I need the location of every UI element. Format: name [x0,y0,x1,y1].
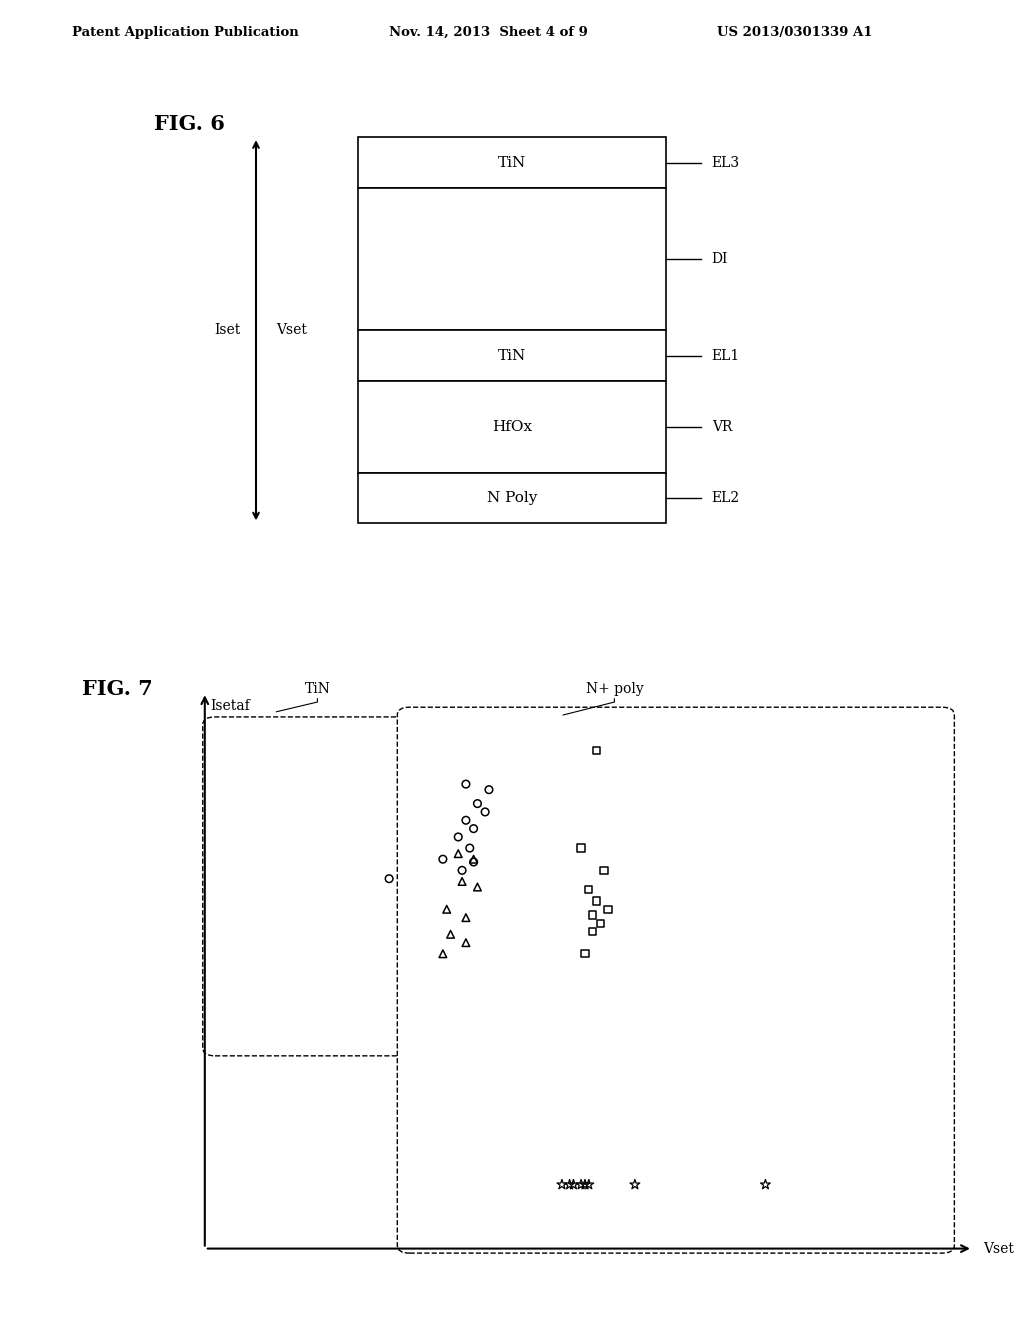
Point [588,891,604,912]
Point [458,774,474,795]
Bar [358,187,666,330]
Point [381,869,397,890]
Point [465,818,482,840]
Point [627,1173,643,1195]
Point [442,924,459,945]
Text: TiN: TiN [498,348,526,363]
Text: Vset: Vset [983,1242,1014,1255]
Point [573,1173,590,1195]
Point [565,1173,582,1195]
Point [600,899,616,920]
Text: N+ poly: N+ poly [586,682,643,696]
Bar [358,381,666,473]
Text: Vset: Vset [276,323,307,338]
Point [581,879,597,900]
Point [585,921,601,942]
Text: FIG. 6: FIG. 6 [154,114,224,133]
Point [454,871,470,892]
Text: DI: DI [712,252,728,267]
Point [465,851,482,873]
Text: EL2: EL2 [712,491,739,506]
Point [454,859,470,880]
Point [458,932,474,953]
Point [577,944,593,965]
Point [465,849,482,870]
Point [458,809,474,830]
Bar [358,473,666,523]
Text: N Poly: N Poly [486,491,538,506]
Point [758,1173,774,1195]
FancyBboxPatch shape [203,717,453,1056]
Point [573,837,590,858]
Point [435,849,452,870]
Point [588,741,604,762]
Point [596,859,612,880]
Point [462,837,478,858]
Text: VR: VR [712,420,732,434]
Text: US 2013/0301339 A1: US 2013/0301339 A1 [717,26,872,40]
Text: Nov. 14, 2013  Sheet 4 of 9: Nov. 14, 2013 Sheet 4 of 9 [389,26,588,40]
Text: Patent Application Publication: Patent Application Publication [72,26,298,40]
Point [585,904,601,925]
Text: EL3: EL3 [712,156,739,170]
Point [451,826,467,847]
Point [481,779,498,800]
Point [592,912,608,933]
Bar [358,137,666,187]
Point [435,944,452,965]
FancyBboxPatch shape [397,708,954,1253]
Text: EL1: EL1 [712,348,740,363]
Text: HfOx: HfOx [492,420,532,434]
Text: Iset: Iset [214,323,241,338]
Point [561,1173,578,1195]
Point [554,1173,570,1195]
Point [458,907,474,928]
Text: TiN: TiN [498,156,526,170]
Point [581,1173,597,1195]
Text: TiN: TiN [304,682,331,696]
Bar [358,330,666,381]
Point [469,876,485,898]
Text: FIG. 7: FIG. 7 [82,680,153,700]
Point [477,801,494,822]
Text: Isetaf: Isetaf [210,698,250,713]
Point [469,793,485,814]
Point [577,1173,593,1195]
Point [451,843,467,865]
Point [438,899,455,920]
